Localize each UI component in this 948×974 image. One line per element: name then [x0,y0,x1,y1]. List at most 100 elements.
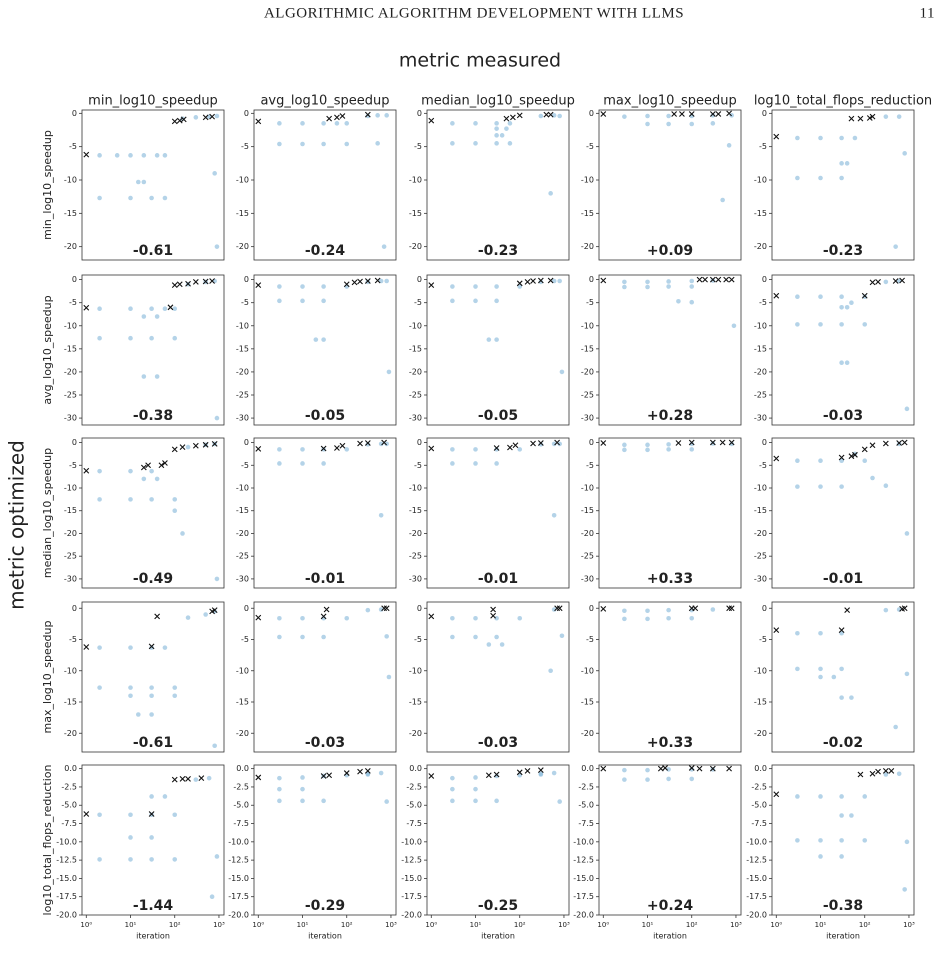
plot-frame [81,437,225,589]
sample-point [384,634,389,639]
best-marker [530,440,536,447]
sample-point [128,195,133,201]
best-marker [512,442,519,449]
sample-point [97,153,102,158]
best-marker [537,767,544,774]
best-marker [688,111,695,117]
best-marker [320,613,327,620]
sample-point [334,121,340,126]
sample-point [818,838,823,843]
sample-point [135,179,141,185]
best-marker [869,113,876,120]
correlation-label: -0.01 [478,571,518,587]
y-tick-label: -7.5 [578,819,594,828]
sample-point [517,615,523,621]
y-tick-label: -15 [64,698,77,707]
x-tick-label: 10² [341,921,353,929]
y-tick-label: -7.5 [406,819,422,828]
best-marker [171,446,178,453]
sample-point [499,133,505,138]
sample-point [149,685,154,690]
sample-point [141,314,147,319]
row-super-title: metric optimized [5,440,29,610]
y-tick-label: -15 [236,209,249,218]
best-marker [357,768,363,775]
correlation-label: -0.61 [133,243,173,259]
sample-point [300,141,305,147]
y-tick-label: -25 [236,391,249,400]
sample-point [185,444,191,450]
sample-point [128,335,133,341]
best-marker [171,776,178,783]
sample-point [172,812,178,818]
sample-point [97,645,102,650]
y-tick-label: -15 [236,506,249,515]
x-axis-label: iteration [653,932,687,941]
plot-frame [598,109,742,261]
sample-point [321,447,326,452]
y-tick-label: -10 [581,484,594,493]
y-tick-label: -2.5 [233,782,249,791]
best-marker [848,115,855,122]
y-tick-label: -30 [236,414,249,423]
y-tick-label: -5 [241,142,249,151]
sample-point [494,121,499,126]
best-marker [185,776,191,782]
sample-point [559,633,565,639]
sample-point [321,798,326,804]
sample-point [622,442,627,448]
best-marker [543,111,550,118]
sample-point [180,531,185,536]
y-tick-label: -12.5 [56,856,77,865]
sample-point [494,298,499,304]
sample-point [450,786,455,792]
best-marker [547,111,554,118]
sample-point [666,279,671,284]
best-marker [140,464,147,471]
sample-point [645,284,650,290]
best-marker [888,767,895,774]
sample-point [839,630,844,636]
y-tick-label: -10.0 [746,837,767,846]
sample-point [504,126,509,131]
best-marker [728,605,735,612]
best-marker [357,440,363,447]
y-tick-label: -10 [409,484,422,493]
sample-point [666,284,671,289]
sample-point [710,607,716,612]
y-tick-label: -25 [409,552,422,561]
best-marker [334,114,340,121]
best-marker [726,765,732,772]
y-tick-label: -5 [414,298,422,307]
sample-point [203,612,208,617]
best-marker [709,276,716,283]
x-tick-label: 10⁰ [252,921,264,929]
sample-point [214,854,220,859]
sample-point [839,175,844,181]
best-marker [180,116,187,123]
sample-point [321,298,326,304]
best-marker [83,644,90,650]
correlation-label: -0.24 [305,243,346,259]
y-tick-label: -10 [409,176,422,185]
sample-point [162,195,168,201]
sample-point [149,306,154,311]
sample-point [473,634,478,640]
sample-point [538,771,544,777]
best-marker [507,444,513,451]
y-tick-label: -5 [759,461,767,470]
sample-point [128,306,133,311]
best-marker [255,774,262,781]
best-marker [844,607,851,614]
y-tick-label: -17.5 [746,892,767,901]
sample-point [97,812,102,818]
y-tick-label: -15 [409,506,422,515]
best-marker [530,278,536,284]
sample-point [883,607,889,613]
y-tick-label: -10 [64,321,77,330]
sample-point [557,441,562,447]
sample-point [849,813,854,818]
correlation-label: -0.61 [133,735,173,751]
y-tick-label: -10 [409,666,422,675]
correlation-label: -1.44 [133,898,174,914]
